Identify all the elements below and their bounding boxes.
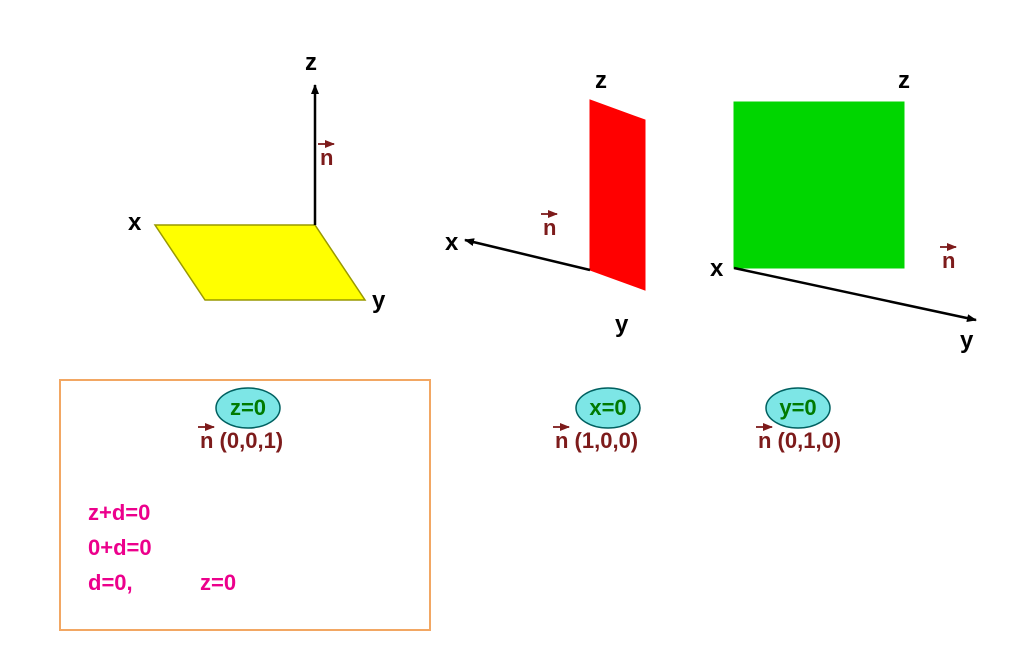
label-z-3: z: [898, 67, 910, 94]
equation-badge-text: z=0: [230, 395, 266, 420]
axis-y-3: [734, 268, 976, 320]
derivation-line: z+d=0: [88, 500, 150, 525]
plane-z0: [155, 225, 365, 300]
derivation-line-part: d=0,: [88, 570, 133, 595]
axis-x-2: [465, 240, 590, 270]
derivation-line: 0+d=0: [88, 535, 152, 560]
label-x-2: x: [445, 229, 459, 256]
label-y-1: y: [372, 287, 386, 314]
label-z-2: z: [595, 67, 607, 94]
label-y-2: y: [615, 311, 629, 338]
plane-y0: [734, 102, 904, 268]
equation-badge-text: x=0: [589, 395, 626, 420]
normal-label-2: n: [543, 215, 556, 240]
label-x-1: x: [128, 209, 142, 236]
normal-vector-text: n (0,0,1): [200, 428, 283, 453]
derivation-line-part: z=0: [200, 570, 236, 595]
normal-label-1: n: [320, 145, 333, 170]
normal-vector-text: n (1,0,0): [555, 428, 638, 453]
plane-x0: [590, 100, 645, 290]
normal-vector-text: n (0,1,0): [758, 428, 841, 453]
label-x-3: x: [710, 255, 724, 282]
label-y-3: y: [960, 327, 974, 354]
normal-label-3: n: [942, 248, 955, 273]
equation-badge-text: y=0: [779, 395, 816, 420]
label-z-1: z: [305, 49, 317, 76]
